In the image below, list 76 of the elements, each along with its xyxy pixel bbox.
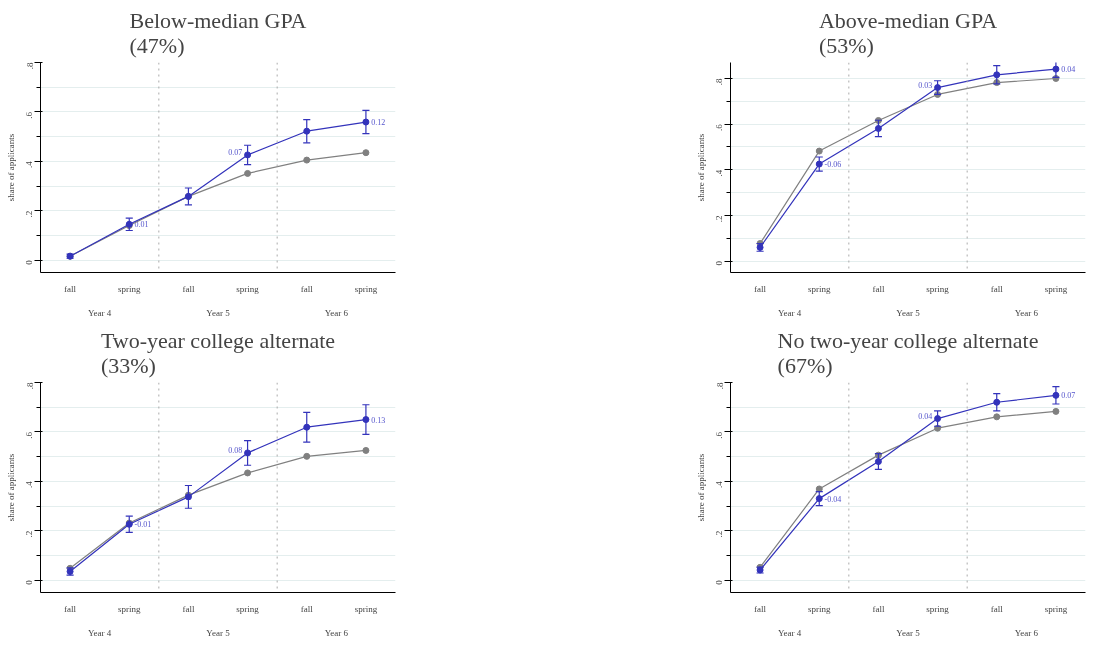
text: Year 6 xyxy=(1014,627,1039,638)
y-tick-label: .2 xyxy=(714,215,725,223)
x-tick-label: fall xyxy=(754,283,767,294)
text: Year 4 xyxy=(778,307,802,318)
x-tick-label: spring xyxy=(236,603,260,614)
annotation: 0.12 xyxy=(371,118,386,128)
y-tick-label: .6 xyxy=(24,111,35,119)
y-tick-label: .6 xyxy=(714,123,725,131)
y-axis-title: share of applicants xyxy=(5,133,16,202)
y-tick-label: 0 xyxy=(24,579,35,585)
x-tick-label: fall xyxy=(872,603,885,614)
y-tick-label: .6 xyxy=(24,431,35,439)
y-tick-label: 0 xyxy=(714,260,725,266)
y-axis-title: share of applicants xyxy=(695,453,706,522)
text: Year 6 xyxy=(324,307,349,318)
chart-title: Above-median GPA (53%) xyxy=(818,7,998,58)
annotation: 0.04 xyxy=(1061,65,1076,75)
text: Year 5 xyxy=(206,307,231,318)
y-tick-label: .8 xyxy=(714,77,725,86)
x-tick-label: fall xyxy=(300,283,314,294)
text: Year 4 xyxy=(88,627,112,638)
annotation: 0.13 xyxy=(371,415,386,425)
text: Year 6 xyxy=(1014,307,1039,318)
annotation: 0.07 xyxy=(228,147,243,157)
text: Year 4 xyxy=(88,307,112,318)
annotation: 0.01 xyxy=(134,220,149,230)
x-tick-label: spring xyxy=(926,283,950,294)
x-tick-label: fall xyxy=(754,603,767,614)
x-tick-label: spring xyxy=(236,283,260,294)
x-tick-label: fall xyxy=(64,603,77,614)
annotation: -0.06 xyxy=(824,160,842,170)
y-axis-title: share of applicants xyxy=(5,453,16,522)
y-tick-label: .6 xyxy=(714,431,725,439)
y-tick-label: .8 xyxy=(24,62,35,70)
x-tick-label: spring xyxy=(118,283,141,294)
annotation: 0.08 xyxy=(228,445,243,455)
x-tick-label: fall xyxy=(300,603,314,614)
y-tick-label: .2 xyxy=(24,530,35,538)
text: Year 5 xyxy=(896,307,921,318)
x-tick-label: spring xyxy=(1044,283,1068,294)
chart-title: Below-median GPA (47%) xyxy=(129,7,307,58)
y-tick-label: 0 xyxy=(714,579,725,585)
chart-title: Two-year college alternate (33%) xyxy=(100,327,336,378)
y-tick-label: .8 xyxy=(24,382,35,390)
annotation: 0.07 xyxy=(1061,391,1076,401)
y-tick-label: .4 xyxy=(24,480,35,489)
x-tick-label: fall xyxy=(182,283,195,294)
x-tick-label: fall xyxy=(64,283,77,294)
y-axis-title: share of applicants xyxy=(695,133,706,202)
x-tick-label: spring xyxy=(808,603,831,614)
annotation: 0.04 xyxy=(918,411,933,421)
annotation: 0.03 xyxy=(918,80,933,90)
annotation: -0.01 xyxy=(134,520,152,530)
y-tick-label: .4 xyxy=(24,160,35,169)
x-tick-label: fall xyxy=(182,603,195,614)
y-tick-label: .4 xyxy=(714,169,725,177)
x-tick-label: spring xyxy=(808,283,831,294)
x-tick-label: fall xyxy=(872,283,885,294)
x-tick-label: spring xyxy=(118,603,141,614)
y-tick-label: .2 xyxy=(714,530,725,538)
y-tick-label: .2 xyxy=(24,210,35,218)
x-tick-label: fall xyxy=(990,603,1004,614)
y-tick-label: .8 xyxy=(714,382,725,390)
annotation: -0.04 xyxy=(824,494,842,504)
x-tick-label: spring xyxy=(926,603,950,614)
text: Year 6 xyxy=(324,627,349,638)
y-tick-label: .4 xyxy=(714,480,725,489)
text: Year 5 xyxy=(206,627,231,638)
x-tick-label: spring xyxy=(1044,603,1068,614)
x-tick-label: spring xyxy=(354,603,378,614)
x-tick-label: fall xyxy=(990,283,1004,294)
chart-title: No two-year college alternate (67%) xyxy=(777,327,1039,378)
text: Year 5 xyxy=(896,627,921,638)
y-tick-label: 0 xyxy=(24,259,35,265)
text: Year 4 xyxy=(778,627,802,638)
x-tick-label: spring xyxy=(354,283,378,294)
